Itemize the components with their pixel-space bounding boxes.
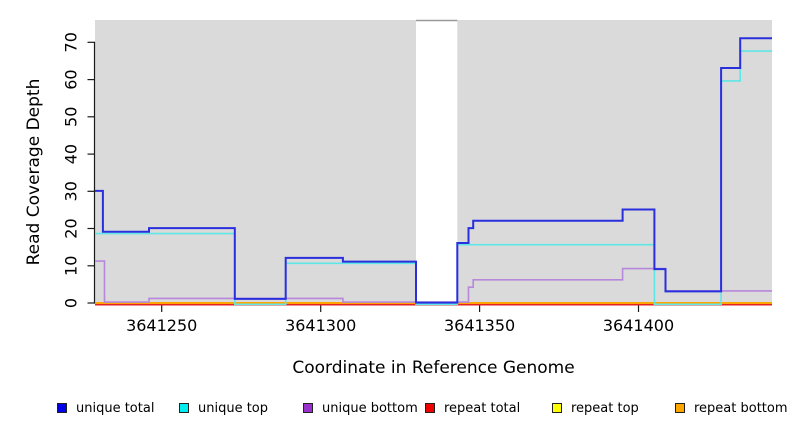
svg-text:20: 20 xyxy=(62,218,81,238)
svg-text:40: 40 xyxy=(61,144,80,164)
svg-text:3641300: 3641300 xyxy=(285,316,356,335)
svg-text:50: 50 xyxy=(62,107,81,127)
svg-text:0: 0 xyxy=(62,298,81,308)
svg-text:3641250: 3641250 xyxy=(126,316,197,335)
svg-text:3641400: 3641400 xyxy=(603,316,674,335)
svg-text:70: 70 xyxy=(62,32,81,52)
svg-text:10: 10 xyxy=(61,256,80,276)
svg-text:30: 30 xyxy=(61,181,80,201)
x-axis-title: Coordinate in Reference Genome xyxy=(292,358,575,378)
y-axis-title: Read Coverage Depth xyxy=(24,78,44,266)
svg-text:60: 60 xyxy=(61,69,80,89)
svg-text:3641350: 3641350 xyxy=(444,316,515,335)
